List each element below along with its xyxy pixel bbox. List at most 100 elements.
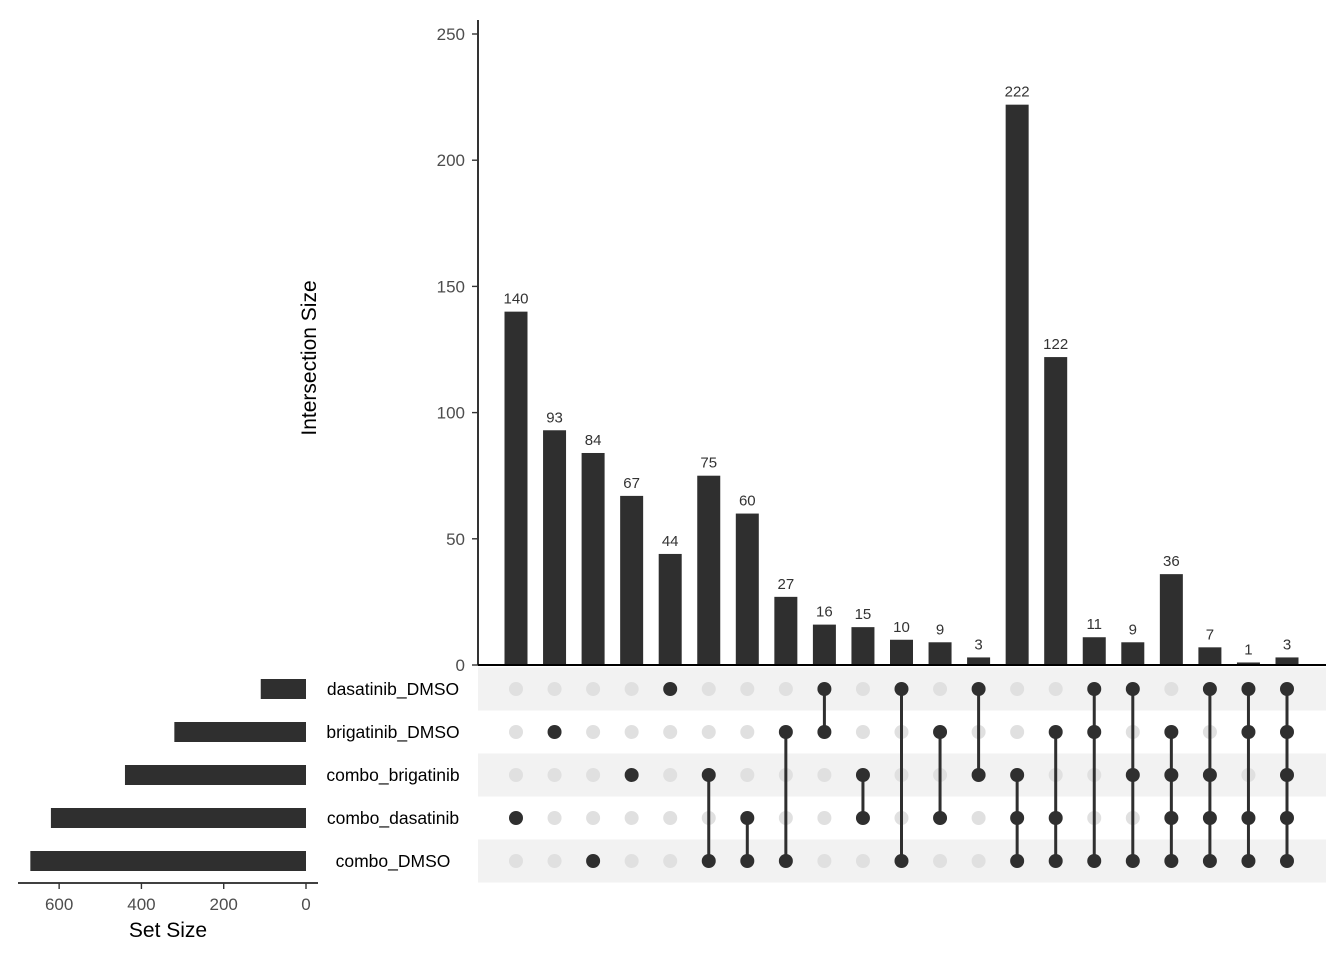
matrix-dot-on (778, 725, 793, 739)
matrix-dot-on (740, 811, 755, 825)
matrix-dot-off (740, 725, 755, 739)
set-size-axis-title: Set Size (129, 919, 207, 942)
set-size-axis: 600 400 200 0 Set Size (18, 882, 318, 942)
intersection-bar-label: 3 (1283, 636, 1291, 653)
intersection-bar-label: 67 (623, 475, 640, 492)
matrix-dot-on (1241, 811, 1256, 825)
matrix-dot-on (1048, 854, 1063, 868)
matrix-dot-on (894, 682, 909, 696)
matrix-dot-on (1202, 768, 1217, 782)
matrix-dot-on (1164, 725, 1179, 739)
intersection-bar-label: 3 (974, 636, 982, 653)
matrix-dot-off (855, 854, 870, 868)
matrix-dot-off (624, 854, 639, 868)
matrix-dot-off (509, 682, 523, 696)
matrix-dot-off (855, 725, 870, 739)
intersection-bar (1121, 642, 1145, 665)
intersection-bar (697, 475, 721, 665)
matrix-dot-on (1010, 768, 1025, 782)
matrix-dot-on (624, 768, 639, 782)
set-size-bar-combo-dasatinib (50, 808, 306, 828)
matrix-dot-off (740, 768, 755, 782)
matrix-dot-off (817, 854, 832, 868)
set-label-combo-dmso: combo_DMSO (336, 851, 451, 872)
intersection-bar (543, 430, 567, 665)
matrix-dot-on (1164, 854, 1179, 868)
intersection-bar-label: 36 (1163, 553, 1180, 570)
intersection-bar-label: 11 (1086, 616, 1102, 633)
intersection-bar-label: 16 (816, 604, 833, 621)
matrix-dot-off (701, 682, 716, 696)
matrix-dot-off (586, 811, 601, 825)
matrix-dot-on (1164, 811, 1179, 825)
intersection-y-ticks: 0 50 100 150 200 250 (437, 25, 478, 675)
y-tick-label: 50 (446, 530, 465, 549)
matrix-dot-off (817, 811, 832, 825)
matrix-dot-on (855, 768, 870, 782)
intersection-bar (890, 639, 913, 665)
y-tick-label: 250 (437, 25, 465, 44)
set-size-tick-label: 600 (45, 895, 73, 914)
intersection-bar (658, 553, 682, 665)
intersection-bar (620, 495, 644, 665)
matrix-dot-off (663, 725, 678, 739)
matrix-dot-off (547, 811, 562, 825)
intersection-bar-label: 44 (662, 533, 679, 550)
matrix-dot-off (1164, 682, 1179, 696)
intersection-bar-label: 10 (893, 619, 910, 636)
matrix-dot-on (1087, 682, 1102, 696)
matrix-dot-off (547, 768, 562, 782)
matrix-dot-off (624, 811, 639, 825)
intersection-bar (735, 513, 759, 665)
matrix-dot-on (1125, 854, 1140, 868)
intersection-bars (504, 104, 1299, 665)
intersection-bar-label: 9 (936, 621, 944, 638)
matrix-dot-on (1241, 682, 1256, 696)
intersection-bar (504, 311, 528, 665)
set-size-bar-brigatinib-dmso (174, 722, 306, 742)
matrix-dot-on (1280, 725, 1294, 739)
set-labels: dasatinib_DMSO brigatinib_DMSO combo_briga… (326, 679, 459, 872)
intersection-bar (1275, 657, 1299, 665)
matrix-dot-on (701, 854, 716, 868)
matrix-dot-on (855, 811, 870, 825)
set-label-combo-dasatinib: combo_dasatinib (327, 808, 459, 829)
intersection-bar (851, 627, 875, 665)
matrix-dot-off (663, 768, 678, 782)
matrix-dot-on (933, 725, 948, 739)
intersection-size-axis-title: Intersection Size (298, 280, 321, 435)
matrix-dot-on (933, 811, 948, 825)
intersection-bar-label: 75 (700, 455, 717, 472)
matrix-dot-on (1280, 682, 1294, 696)
intersection-bar (1236, 662, 1260, 665)
set-size-tick-label: 0 (301, 895, 310, 914)
matrix-dot-on (971, 682, 986, 696)
matrix-dot-on (1125, 682, 1140, 696)
matrix-dot-on (509, 811, 523, 825)
set-size-tick-label: 400 (127, 895, 155, 914)
intersection-bar-label: 122 (1043, 336, 1068, 353)
matrix-dot-off (509, 854, 523, 868)
matrix-dot-on (1241, 854, 1256, 868)
matrix-dot-off (509, 768, 523, 782)
intersection-matrix (509, 682, 1294, 868)
intersection-bar (1198, 647, 1222, 665)
matrix-dot-on (1010, 811, 1025, 825)
matrix-dot-on (1202, 854, 1217, 868)
matrix-dot-on (778, 854, 793, 868)
matrix-dot-off (547, 682, 562, 696)
y-tick-label: 200 (437, 151, 465, 170)
set-label-dasatinib-dmso: dasatinib_DMSO (327, 679, 459, 700)
intersection-bar-label: 9 (1129, 621, 1137, 638)
matrix-dot-on (1048, 811, 1063, 825)
intersection-bar-label: 93 (546, 409, 563, 426)
intersection-bar (812, 624, 836, 665)
matrix-dot-on (547, 725, 562, 739)
intersection-size-axis: 0 50 100 150 200 250 Intersection Size (298, 20, 1326, 675)
intersection-bar-label: 7 (1206, 626, 1214, 643)
intersection-bar-label: 140 (503, 291, 528, 308)
matrix-dot-off (586, 682, 601, 696)
set-size-tick-label: 200 (210, 895, 238, 914)
intersection-bar (1159, 574, 1183, 665)
